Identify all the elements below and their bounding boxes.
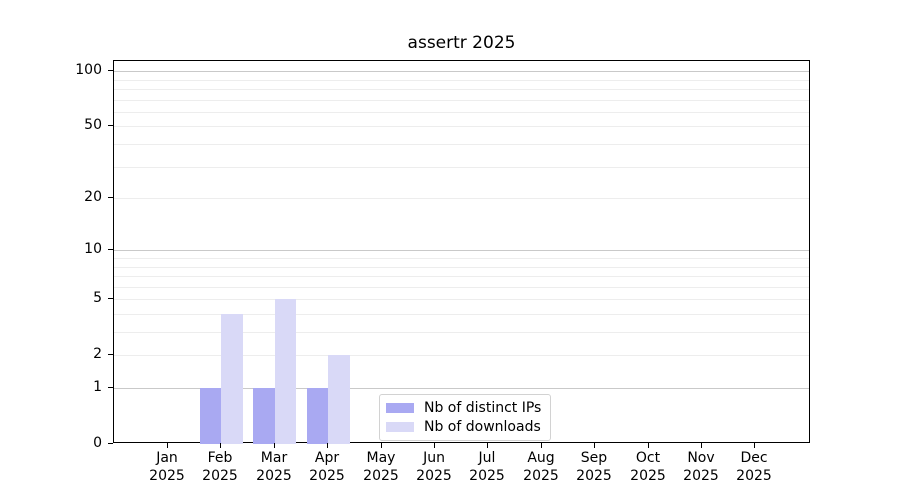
- minor-gridline: [114, 314, 809, 315]
- minor-gridline: [114, 266, 809, 268]
- minor-gridline: [114, 88, 809, 90]
- y-tick-mark: [108, 354, 113, 355]
- x-tick-mark: [381, 443, 382, 448]
- bar-nb-of-distinct-ips: [200, 388, 222, 444]
- legend-swatch-nb-of-downloads: [386, 421, 414, 432]
- x-tick-mark: [274, 443, 275, 448]
- x-tick-label: Sep 2025: [576, 450, 612, 484]
- minor-gridline: [114, 99, 809, 101]
- bar-nb-of-downloads: [274, 299, 297, 444]
- chart-title: assertr 2025: [407, 33, 516, 53]
- y-tick-label: 0: [93, 435, 102, 451]
- y-tick-label: 50: [84, 117, 102, 133]
- y-tick-label: 5: [93, 290, 102, 306]
- legend-swatch-nb-of-distinct-ips: [386, 402, 414, 413]
- x-tick-label: Feb 2025: [202, 450, 238, 484]
- legend: Nb of distinct IPs Nb of downloads: [379, 394, 552, 441]
- minor-gridline: [114, 111, 809, 113]
- x-tick-mark: [220, 443, 221, 448]
- minor-gridline: [114, 126, 809, 128]
- bar-nb-of-downloads: [221, 314, 243, 444]
- minor-gridline: [114, 355, 809, 357]
- x-tick-mark: [701, 443, 702, 448]
- y-tick-label: 2: [93, 346, 102, 362]
- legend-label: Nb of downloads: [424, 418, 541, 435]
- y-tick-label: 10: [84, 241, 102, 257]
- bar-nb-of-distinct-ips: [306, 388, 329, 444]
- legend-label: Nb of distinct IPs: [424, 399, 542, 416]
- x-tick-label: Apr 2025: [309, 450, 345, 484]
- x-tick-label: Jul 2025: [469, 450, 505, 484]
- y-tick-mark: [108, 249, 113, 250]
- x-tick-label: Oct 2025: [630, 450, 666, 484]
- legend-item: Nb of downloads: [386, 418, 541, 435]
- y-tick-mark: [108, 387, 113, 388]
- plot-area: Nb of distinct IPs Nb of downloads: [113, 60, 810, 444]
- y-tick-mark: [108, 298, 113, 299]
- y-tick-mark: [108, 197, 113, 198]
- x-tick-label: Dec 2025: [736, 450, 772, 484]
- minor-gridline: [114, 79, 809, 81]
- minor-gridline: [114, 286, 809, 288]
- x-tick-label: Mar 2025: [256, 450, 292, 484]
- major-gridline: [114, 250, 809, 252]
- minor-gridline: [114, 258, 809, 259]
- bar-nb-of-distinct-ips: [253, 388, 275, 444]
- x-tick-label: Aug 2025: [523, 450, 559, 484]
- y-tick-mark: [108, 70, 113, 71]
- x-tick-label: May 2025: [363, 450, 399, 484]
- x-tick-mark: [541, 443, 542, 448]
- y-tick-label: 1: [93, 379, 102, 395]
- x-tick-label: Jun 2025: [416, 450, 452, 484]
- x-tick-mark: [327, 443, 328, 448]
- major-gridline: [114, 71, 809, 73]
- y-tick-mark: [108, 443, 113, 444]
- x-tick-label: Jan 2025: [149, 450, 185, 484]
- x-tick-mark: [167, 443, 168, 448]
- minor-gridline: [114, 166, 809, 168]
- y-tick-mark: [108, 125, 113, 126]
- x-tick-label: Nov 2025: [683, 450, 719, 484]
- x-tick-mark: [487, 443, 488, 448]
- y-tick-label: 20: [84, 189, 102, 205]
- x-tick-mark: [648, 443, 649, 448]
- minor-gridline: [114, 143, 809, 145]
- major-gridline: [114, 388, 809, 389]
- minor-gridline: [114, 198, 809, 199]
- y-tick-label: 100: [75, 62, 102, 78]
- legend-item: Nb of distinct IPs: [386, 399, 542, 416]
- x-tick-mark: [754, 443, 755, 448]
- minor-gridline: [114, 276, 809, 277]
- x-tick-mark: [594, 443, 595, 448]
- x-tick-mark: [434, 443, 435, 448]
- minor-gridline: [114, 332, 809, 333]
- bar-nb-of-downloads: [328, 355, 350, 444]
- minor-gridline: [114, 299, 809, 301]
